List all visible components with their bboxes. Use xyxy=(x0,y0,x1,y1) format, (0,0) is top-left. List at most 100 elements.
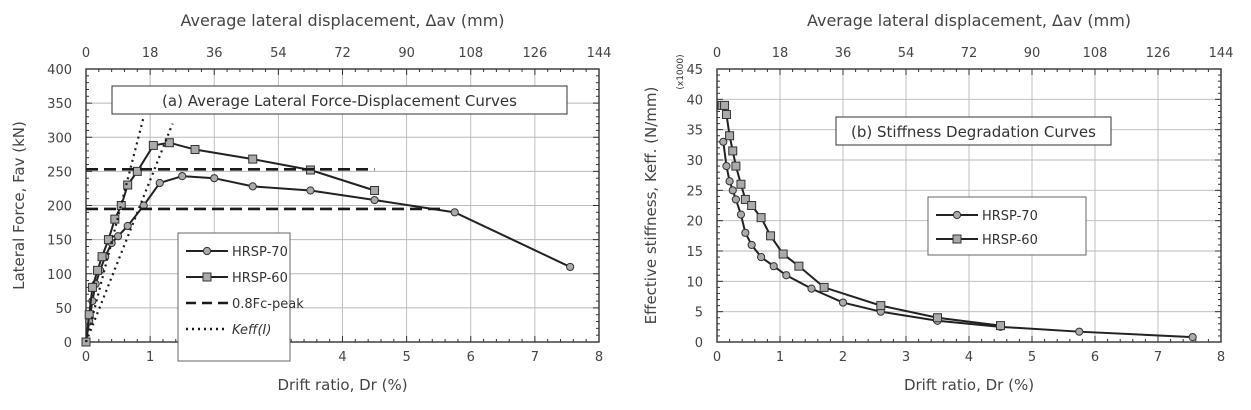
x2-tick-label: 0 xyxy=(82,46,90,61)
series-hrsp-70-point xyxy=(757,252,766,262)
x2-tick-label: 144 xyxy=(587,46,612,61)
series-hrsp-70-point xyxy=(731,195,741,204)
x-tick-label: 7 xyxy=(531,350,539,365)
series-hrsp-60-point xyxy=(747,201,757,210)
x-tick-label: 5 xyxy=(402,350,410,365)
series-hrsp-60-point xyxy=(766,231,776,241)
chart-title-box xyxy=(111,85,568,115)
series-hrsp-60-point xyxy=(778,249,788,259)
series-hrsp-70-point xyxy=(306,186,315,195)
y-tick-label: 200 xyxy=(47,200,72,215)
legend-box xyxy=(927,196,1087,256)
series-hrsp-60-point xyxy=(794,261,804,271)
legend-entry: 0.8Fc-peak xyxy=(232,297,304,312)
series-hrsp-60-point xyxy=(148,140,158,150)
y-tick-label: 40 xyxy=(686,93,703,108)
legend: HRSP-70 HRSP-60 xyxy=(927,196,1087,256)
y-axis-label: Lateral Force, Fav (kN) xyxy=(10,121,28,290)
series-hrsp-60-point xyxy=(123,180,133,190)
series-hrsp-60-point xyxy=(132,166,142,176)
chart-panel-a: 0123456780183654729010812614405010015020… xyxy=(10,11,611,394)
x-tick-label: 5 xyxy=(1028,350,1036,365)
series-hrsp-60-point xyxy=(370,185,380,195)
series-hrsp-70-point xyxy=(113,232,123,241)
y-tick-label: 25 xyxy=(686,184,703,199)
x2-tick-label: 72 xyxy=(334,46,351,61)
series-hrsp-70-point xyxy=(370,195,379,205)
y-tick-label: 100 xyxy=(47,268,72,283)
x-tick-label: 6 xyxy=(467,350,475,365)
chart-title: (a) Average Lateral Force-Displacement C… xyxy=(162,92,517,110)
chart-title-box xyxy=(835,116,1112,146)
y-axis-label: Effective stiffness, Keff. (N/mm) xyxy=(642,87,660,325)
x-axis-label: Drift ratio, Dr (%) xyxy=(277,376,407,394)
x2-tick-label: 90 xyxy=(398,46,415,61)
x2-tick-label: 108 xyxy=(458,46,483,61)
series-hrsp-70-point xyxy=(210,174,219,183)
series-hrsp-70-point xyxy=(450,208,459,217)
series-group xyxy=(81,116,575,347)
x2-tick-label: 72 xyxy=(961,46,978,61)
series-hrsp-70-point xyxy=(155,178,164,188)
y-tick-label: 250 xyxy=(47,165,72,180)
series-hrsp-60-point xyxy=(933,313,942,323)
x2-tick-label: 108 xyxy=(1083,46,1108,61)
x2-tick-label: 18 xyxy=(142,46,159,61)
series-hrsp-70-point xyxy=(838,298,848,307)
x-tick-label: 4 xyxy=(338,350,346,365)
series-hrsp-60-point xyxy=(736,179,746,189)
series-hrsp-60-point xyxy=(248,154,258,164)
x-tick-label: 0 xyxy=(713,350,721,365)
series-hrsp-70-point xyxy=(566,262,575,272)
x2-axis-label: Average lateral displacement, Δav (mm) xyxy=(807,11,1131,30)
y-tick-label: 30 xyxy=(686,154,703,169)
y-tick-label: 5 xyxy=(695,306,703,321)
series-hrsp-70-point xyxy=(782,271,791,280)
legend-marker xyxy=(952,210,962,220)
y-axis-unit-label: (x1000) xyxy=(676,54,686,89)
series-hrsp-60-point xyxy=(756,213,766,223)
y-tick-label: 10 xyxy=(686,275,703,290)
series-keff-i--line xyxy=(84,123,174,343)
series-hrsp-60-point xyxy=(164,138,174,148)
series-group xyxy=(717,100,1197,342)
series-hrsp-60-point xyxy=(819,282,829,292)
series-hrsp-70-point xyxy=(725,177,734,186)
series-hrsp-70-point xyxy=(769,262,778,271)
legend-entry: HRSP-70 xyxy=(982,209,1038,224)
plot-frame xyxy=(85,68,600,343)
y-tick-label: 0 xyxy=(64,336,72,351)
x2-tick-label: 54 xyxy=(270,46,287,61)
x2-tick-label: 0 xyxy=(713,46,721,61)
series-hrsp-60-point xyxy=(728,146,738,156)
x-tick-label: 2 xyxy=(839,350,847,365)
x-tick-label: 8 xyxy=(595,350,603,365)
x-axis-label: Drift ratio, Dr (%) xyxy=(904,376,1034,394)
series-hrsp-60-point xyxy=(110,214,120,224)
x-tick-label: 1 xyxy=(776,350,784,365)
x-tick-label: 3 xyxy=(902,350,910,365)
chart-title: (b) Stiffness Degradation Curves xyxy=(851,123,1096,141)
series-hrsp-70-point xyxy=(736,210,746,219)
series-hrsp-60-point xyxy=(721,110,731,119)
y-tick-label: 45 xyxy=(686,63,703,78)
series-hrsp-70-point xyxy=(123,221,132,231)
legend: HRSP-70 HRSP-60 0.8Fc-peak Keff(I) xyxy=(177,232,304,362)
x-tick-label: 0 xyxy=(82,350,90,365)
series-hrsp-70-line xyxy=(85,175,571,343)
plot-frame xyxy=(716,68,1222,343)
series-hrsp-60-point xyxy=(87,282,97,292)
series-hrsp-70-point xyxy=(178,172,187,181)
y-tick-label: 50 xyxy=(55,302,72,317)
x2-tick-label: 36 xyxy=(206,46,223,61)
series-hrsp-70-point xyxy=(807,284,816,293)
x-tick-label: 7 xyxy=(1154,350,1162,365)
series-hrsp-70-point xyxy=(1075,327,1084,336)
x-tick-label: 1 xyxy=(146,350,154,365)
series-hrsp-70-point xyxy=(248,182,257,191)
legend-marker xyxy=(202,246,212,256)
x2-tick-label: 36 xyxy=(835,46,852,61)
y-tick-label: 0 xyxy=(695,336,703,351)
series-hrsp-60-point xyxy=(876,301,886,311)
y-tick-label: 150 xyxy=(47,234,72,249)
